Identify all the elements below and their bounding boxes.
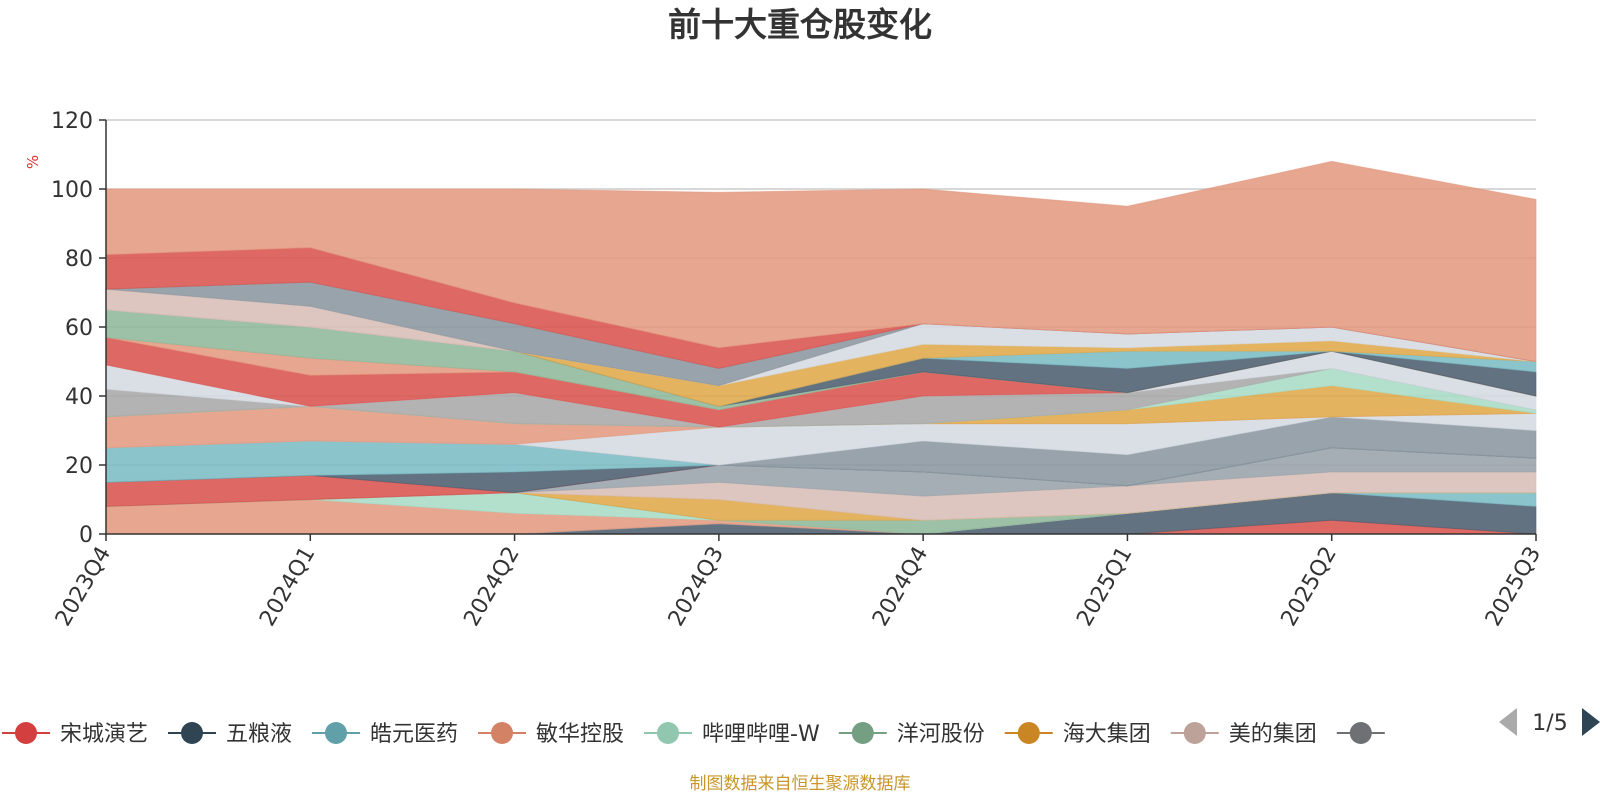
data-source-note: 制图数据来自恒生聚源数据库 [690,774,911,794]
legend-item-partial[interactable] [1336,722,1385,744]
legend-marker-circle [491,722,514,744]
y-tick-label: 0 [79,523,93,548]
x-tick-label: 2024Q2 [459,543,524,631]
x-tick-label: 2024Q1 [255,543,320,631]
legend-item[interactable]: 皓元医药 [312,722,458,747]
legend-marker-circle [657,722,680,744]
y-tick-label: 80 [65,247,93,272]
area-series-30 [105,160,1537,363]
legend-item[interactable]: 哔哩哔哩-W [644,722,820,747]
y-tick-label: 60 [65,316,93,341]
x-axis-ticks: 2023Q4 2024Q1 2024Q2 2024Q3 2024Q4 2025Q1 2025… [51,534,1546,631]
x-tick-label: 2024Q4 [868,543,933,631]
legend-label: 宋城演艺 [60,722,148,747]
legend-prev-icon[interactable] [1499,708,1517,736]
legend-item[interactable]: 洋河股份 [838,722,985,747]
legend-item[interactable]: 美的集团 [1170,722,1317,747]
chart-title: 前十大重仓股变化 [668,5,932,44]
legend-item[interactable]: 海大集团 [1004,722,1151,747]
legend: 宋城演艺 五粮液 皓元医药 敏华控股 哔哩哔哩-W 洋河股份 海大集团 美的集团 [2,722,1385,747]
legend-label: 海大集团 [1063,722,1151,747]
y-tick-label: 120 [51,109,93,134]
legend-marker-circle [1349,722,1372,744]
y-tick-label: 40 [65,385,93,410]
legend-item[interactable]: 五粮液 [168,722,292,747]
legend-marker-circle [325,722,348,744]
legend-label: 美的集团 [1229,722,1317,747]
legend-marker-circle [1183,722,1206,744]
legend-label: 皓元医药 [370,722,458,747]
legend-marker-circle [15,722,37,744]
x-tick-label: 2024Q3 [664,543,729,631]
legend-item[interactable]: 宋城演艺 [2,722,148,747]
legend-page-indicator: 1/5 [1532,711,1567,736]
legend-marker-circle [181,722,204,744]
legend-marker-circle [1017,722,1040,744]
legend-label: 哔哩哔哩-W [702,722,820,747]
legend-next-icon[interactable] [1582,708,1600,736]
y-axis-ticks: 0 20 40 60 80 100 120 [51,109,106,548]
legend-label: 敏华控股 [536,722,624,747]
y-axis-unit: % [24,155,42,169]
area-series-group [105,160,1537,535]
legend-pager: 1/5 [1499,708,1600,736]
x-tick-label: 2025Q1 [1072,543,1137,631]
x-tick-label: 2023Q4 [51,543,116,631]
x-tick-label: 2025Q2 [1277,543,1342,631]
legend-marker-circle [851,722,874,744]
legend-label: 洋河股份 [897,722,985,747]
legend-item[interactable]: 敏华控股 [478,722,624,747]
y-tick-label: 100 [51,178,93,203]
y-tick-label: 20 [65,454,93,479]
legend-label: 五粮液 [226,722,292,747]
x-tick-label: 2025Q3 [1481,543,1546,631]
